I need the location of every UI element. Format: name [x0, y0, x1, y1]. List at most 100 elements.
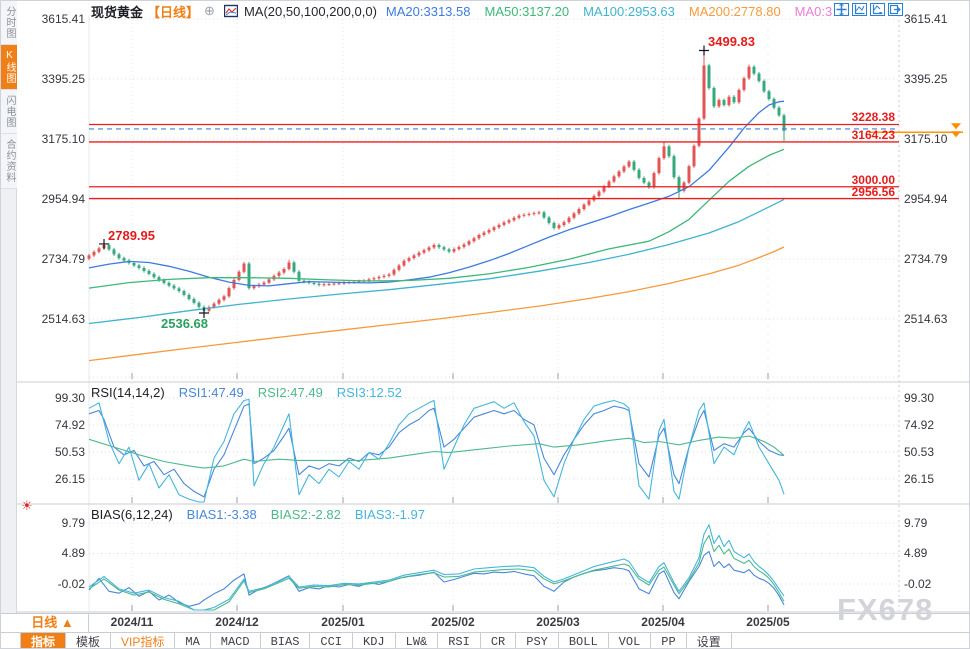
candle-body — [142, 267, 146, 271]
zoom-x-axis-icon[interactable] — [852, 3, 867, 16]
indicator-tab-lw&[interactable]: LW& — [396, 633, 439, 648]
candle-body — [642, 177, 646, 183]
sidebar-tab-item[interactable]: 分时图 — [1, 1, 17, 45]
indicator-tab-设置[interactable]: 设置 — [687, 633, 732, 648]
candle-body — [542, 212, 546, 218]
indicator-tab-macd[interactable]: MACD — [211, 633, 261, 648]
candle-body — [157, 277, 161, 281]
bias-legend: BIAS1:-3.38 BIAS2:-2.82 BIAS3:-1.97 — [187, 507, 425, 522]
candle-body — [677, 177, 681, 191]
candle-body — [372, 278, 376, 280]
add-overlay-icon[interactable]: ⊕ — [204, 3, 215, 18]
candle-body — [757, 73, 761, 81]
indicator-tab-指标[interactable]: 指标 — [21, 633, 67, 648]
candle-body — [622, 166, 626, 172]
candle-body — [367, 279, 371, 281]
hline-price-label: 3164.23 — [851, 127, 895, 142]
indicator-tab-cci[interactable]: CCI — [310, 633, 354, 648]
ma-line-ma100 — [88, 198, 785, 325]
bias-axis-label-left: -0.02 — [57, 577, 85, 591]
pan-right-icon[interactable] — [888, 3, 903, 16]
bias-line-bias1 — [88, 550, 785, 607]
candle-body — [737, 89, 741, 103]
candle-body — [182, 291, 186, 295]
candle-body — [397, 265, 401, 270]
alert-sun-icon[interactable]: ☀ — [21, 498, 33, 513]
indicator-settings-label[interactable]: MA(20,50,100,200,0,0) — [243, 3, 377, 19]
crosshair-move-icon[interactable] — [834, 3, 849, 16]
sidebar-tab-active[interactable]: K线图 — [1, 45, 17, 90]
indicator-tab-boll[interactable]: BOLL — [559, 633, 609, 648]
x-axis-date-label: 2025/05 — [746, 615, 790, 629]
kline-indicator-icon[interactable] — [223, 4, 238, 18]
watermark: FX678 — [837, 592, 934, 627]
candle-body — [567, 217, 571, 223]
candle-body — [732, 96, 736, 103]
candle-body — [627, 161, 631, 167]
candle-body — [242, 263, 246, 272]
rsi-axis-label-right: 74.92 — [904, 418, 935, 432]
indicator-tab-bias[interactable]: BIAS — [261, 633, 311, 648]
candle-body — [247, 263, 251, 289]
candle-body — [532, 213, 536, 215]
indicator-tab-vol[interactable]: VOL — [609, 633, 652, 648]
candle-body — [607, 181, 611, 187]
price-axis-label-right: 2734.79 — [904, 251, 948, 266]
candle-body — [697, 118, 701, 146]
indicator-tab-psy[interactable]: PSY — [516, 633, 559, 648]
zoom-y-axis-icon[interactable] — [870, 3, 885, 16]
ma-value-label: MA200:2778.80 — [688, 3, 781, 19]
indicator-tab-pp[interactable]: PP — [651, 633, 687, 648]
candle-body — [752, 66, 756, 74]
candle-body — [637, 169, 641, 178]
candle-body — [192, 298, 196, 303]
rsi-title[interactable]: RSI(14,14,2) — [91, 385, 165, 400]
candle-body — [147, 270, 151, 274]
candle-body — [457, 246, 461, 250]
indicator-tab-模板[interactable]: 模板 — [66, 633, 112, 648]
candle-body — [747, 66, 751, 79]
symbol-title: 现货黄金 — [91, 4, 144, 20]
indicator-tab-rsi[interactable]: RSI — [438, 633, 481, 648]
ma-line-ma20 — [88, 100, 785, 287]
candle-body — [662, 146, 666, 159]
hline-price-label: 2956.56 — [851, 184, 895, 199]
candle-body — [572, 213, 576, 218]
ma-line-ma200 — [88, 246, 785, 362]
candle-body — [92, 251, 96, 256]
candle-body — [417, 252, 421, 256]
candle-body — [727, 96, 731, 105]
candle-body — [782, 115, 786, 131]
period-selector-button[interactable]: 日线 ▲ — [17, 614, 89, 632]
indicator-tab-vip指标[interactable]: VIP指标 — [111, 633, 176, 648]
price-axis-label-right: 3395.25 — [904, 72, 948, 86]
extreme-price-annotation: 3499.83 — [708, 34, 755, 50]
indicator-tab-cr[interactable]: CR — [481, 633, 517, 648]
candle-body — [302, 280, 306, 282]
candle-body — [612, 176, 616, 182]
candle-body — [327, 284, 331, 286]
indicator-tab-ma[interactable]: MA — [175, 633, 211, 648]
candle-body — [107, 245, 111, 250]
bias-line-bias3 — [88, 524, 785, 611]
bias-title[interactable]: BIAS(6,12,24) — [91, 507, 173, 522]
chart-toolbar — [834, 3, 903, 16]
candle-body — [262, 282, 266, 285]
indicator-tabbar: 指标 模板 VIP指标 MA MACD BIAS CCI KDJ LW& RSI CR PSY BOLL… — [1, 632, 969, 648]
hline-price-label: 3000.00 — [851, 172, 895, 187]
date-axis-row: 日线 ▲ 2024/11 2024/12 2025/01 2025/02 2025/03… — [1, 613, 969, 632]
ma-value-label: MA50:3137.20 — [484, 3, 570, 19]
sidebar-tab-item[interactable]: 合约资料 — [1, 134, 17, 189]
candle-body — [112, 249, 116, 255]
sidebar-tab-item[interactable]: 闪电图 — [1, 90, 17, 134]
candle-body — [252, 286, 256, 289]
candle-body — [217, 299, 221, 304]
candle-body — [197, 302, 201, 307]
candle-body — [527, 213, 531, 215]
price-axis-label-right: 3175.10 — [904, 131, 948, 146]
candle-body — [332, 283, 336, 285]
indicator-tab-kdj[interactable]: KDJ — [353, 633, 396, 648]
indicator-value-label: RSI2:47.49 — [257, 385, 323, 400]
